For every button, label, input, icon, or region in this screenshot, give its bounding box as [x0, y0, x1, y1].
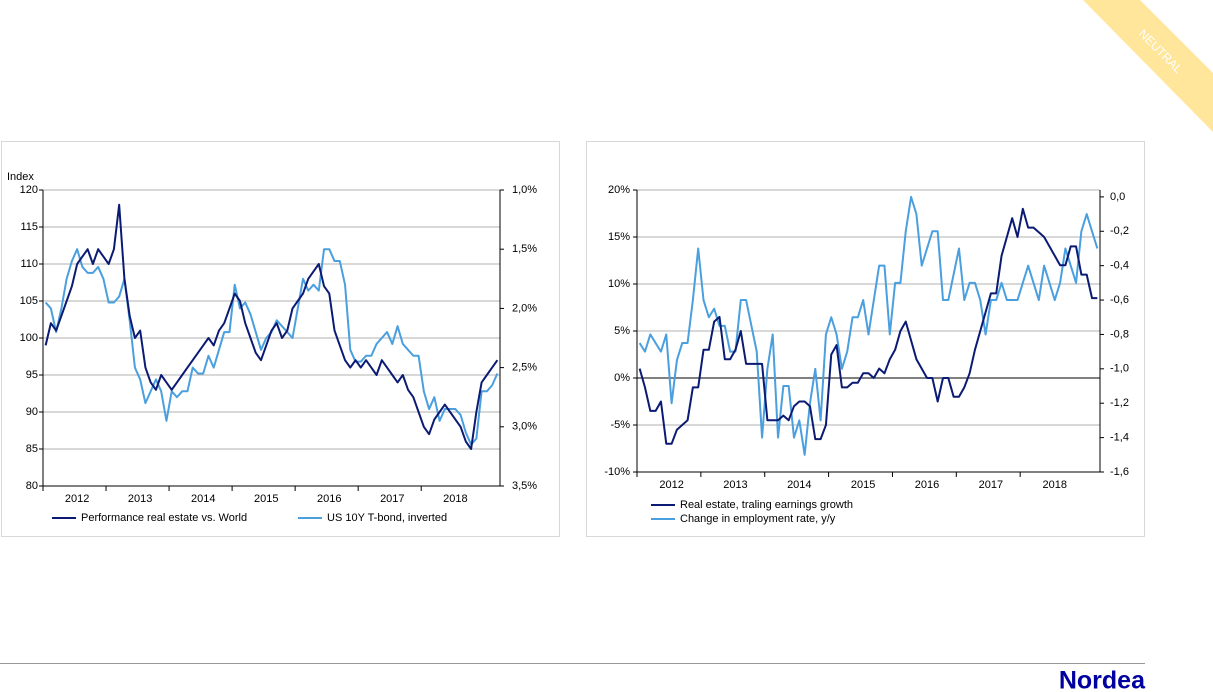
x-tick-label: 2016	[915, 479, 939, 491]
tick-label: 80	[26, 480, 38, 492]
tick-label: 20%	[608, 184, 630, 196]
tick-label: -1,2	[1110, 397, 1129, 409]
x-tick-label: 2014	[787, 479, 811, 491]
logo: Nordea	[1059, 667, 1146, 692]
x-tick-label: 2012	[659, 479, 683, 491]
tick-label: 105	[20, 295, 38, 307]
legend-label: Performance real estate vs. World	[81, 512, 247, 524]
tick-label: 1,0%	[512, 184, 537, 196]
tick-label: 3,0%	[512, 421, 537, 433]
tick-label: 90	[26, 406, 38, 418]
badge-ribbon	[1083, 0, 1213, 132]
legend-label: Real estate, traling earnings growth	[680, 499, 853, 511]
tick-label: -1,6	[1110, 466, 1129, 478]
panel	[1, 141, 560, 537]
tick-label: -0,6	[1110, 294, 1129, 306]
tick-label: -1,4	[1110, 432, 1129, 444]
tick-label: -0,2	[1110, 225, 1129, 237]
legend-label: Change in employment rate, y/y	[680, 513, 836, 525]
tick-label: 3,5%	[512, 480, 537, 492]
series-line	[638, 207, 1098, 445]
tick-label: 0%	[614, 372, 630, 384]
x-tick-label: 2016	[317, 493, 341, 505]
x-tick-label: 2013	[128, 493, 152, 505]
tick-label: 2,5%	[512, 362, 537, 374]
tick-label: 110	[20, 258, 38, 270]
tick-label: -0,4	[1110, 260, 1129, 272]
x-tick-label: 2013	[723, 479, 747, 491]
tick-label: 1,5%	[512, 243, 537, 255]
x-tick-label: 2015	[254, 493, 278, 505]
x-tick-label: 2018	[443, 493, 467, 505]
series-line	[44, 248, 499, 446]
series-line	[44, 203, 499, 450]
series-line	[638, 195, 1099, 456]
panel	[586, 141, 1145, 537]
y-axis-label: Index	[7, 171, 34, 183]
tick-label: -10%	[604, 466, 630, 478]
x-tick-label: 2017	[380, 493, 404, 505]
tick-label: 85	[26, 443, 38, 455]
tick-label: 100	[20, 332, 38, 344]
legend-label: US 10Y T-bond, inverted	[327, 512, 447, 524]
tick-label: -1,0	[1110, 363, 1129, 375]
tick-label: -5%	[610, 419, 630, 431]
tick-label: 120	[20, 184, 38, 196]
x-tick-label: 2018	[1043, 479, 1067, 491]
tick-label: 115	[20, 221, 38, 233]
tick-label: 10%	[608, 278, 630, 290]
x-tick-label: 2014	[191, 493, 215, 505]
tick-label: -0,8	[1110, 328, 1129, 340]
tick-label: 0,0	[1110, 191, 1125, 203]
tick-label: 95	[26, 369, 38, 381]
x-tick-label: 2017	[979, 479, 1003, 491]
x-tick-label: 2012	[65, 493, 89, 505]
tick-label: 15%	[608, 231, 630, 243]
tick-label: 2,0%	[512, 302, 537, 314]
tick-label: 5%	[614, 325, 630, 337]
x-tick-label: 2015	[851, 479, 875, 491]
